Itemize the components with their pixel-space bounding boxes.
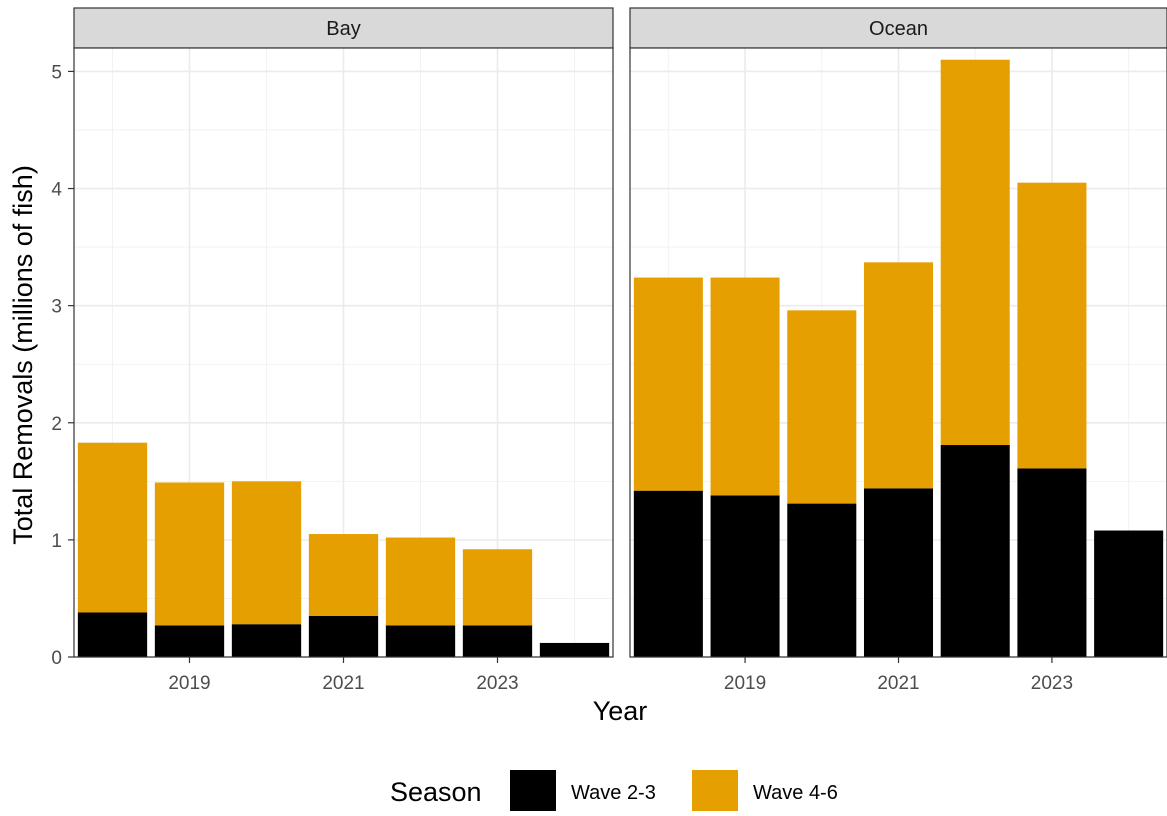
bar-ocean-2018-wave-4-6 [634,278,703,491]
legend-label-wave-4-6: Wave 4-6 [753,782,838,804]
legend-title: Season [390,777,482,807]
bar-ocean-2024-wave-2-3 [1094,531,1163,657]
bar-bay-2024-wave-2-3 [540,643,609,657]
legend-label-wave-2-3: Wave 2-3 [571,782,656,804]
facet-label: Ocean [869,18,928,40]
y-tick-label: 1 [51,531,62,552]
legend-key-wave-4-6 [692,770,738,811]
bar-ocean-2022-wave-2-3 [941,445,1010,657]
x-tick-label: 2023 [476,673,518,694]
bar-ocean-2019-wave-4-6 [711,278,780,496]
bar-ocean-2019-wave-2-3 [711,495,780,657]
bar-bay-2021-wave-2-3 [309,616,378,657]
bar-ocean-2023-wave-2-3 [1017,468,1086,657]
bar-bay-2020-wave-4-6 [232,481,301,624]
bar-bay-2019-wave-2-3 [155,625,224,657]
y-tick-label: 5 [51,62,62,83]
legend: Season Wave 2-3 Wave 4-6 [390,770,838,811]
x-tick-label: 2019 [168,673,210,694]
bar-bay-2018-wave-4-6 [78,443,147,613]
bar-ocean-2020-wave-4-6 [787,310,856,503]
bar-ocean-2020-wave-2-3 [787,504,856,657]
panel-bay: Bay 2019 2021 2023 0 1 2 3 4 5 [51,8,613,694]
x-tick-label: 2021 [322,673,364,694]
bar-bay-2023-wave-2-3 [463,625,532,657]
panel-ocean: Ocean 2019 2021 2023 [630,8,1167,694]
bar-ocean-2018-wave-2-3 [634,491,703,657]
legend-key-wave-2-3 [510,770,556,811]
bar-ocean-2021-wave-4-6 [864,262,933,488]
bar-ocean-2023-wave-4-6 [1017,183,1086,469]
x-tick-label: 2019 [724,673,766,694]
x-axis-title: Year [593,696,648,726]
panels-layer: Bay 2019 2021 2023 0 1 2 3 4 5 Ocean 2019 2021 2023 [51,8,1167,694]
y-tick-label: 4 [51,180,62,201]
x-tick-label: 2021 [877,673,919,694]
bar-bay-2020-wave-2-3 [232,624,301,657]
bar-bay-2022-wave-2-3 [386,625,455,657]
x-tick-label: 2023 [1031,673,1073,694]
bar-bay-2018-wave-2-3 [78,612,147,657]
bar-bay-2022-wave-4-6 [386,538,455,626]
y-tick-label: 3 [51,297,62,318]
bar-bay-2021-wave-4-6 [309,534,378,616]
y-tick-label: 0 [51,648,62,669]
bar-bay-2023-wave-4-6 [463,549,532,625]
facet-label: Bay [326,18,360,40]
y-axis-title: Total Removals (millions of fish) [8,165,38,545]
bar-bay-2019-wave-4-6 [155,482,224,625]
bar-ocean-2022-wave-4-6 [941,60,1010,445]
y-tick-label: 2 [51,414,62,435]
bar-ocean-2021-wave-2-3 [864,488,933,657]
